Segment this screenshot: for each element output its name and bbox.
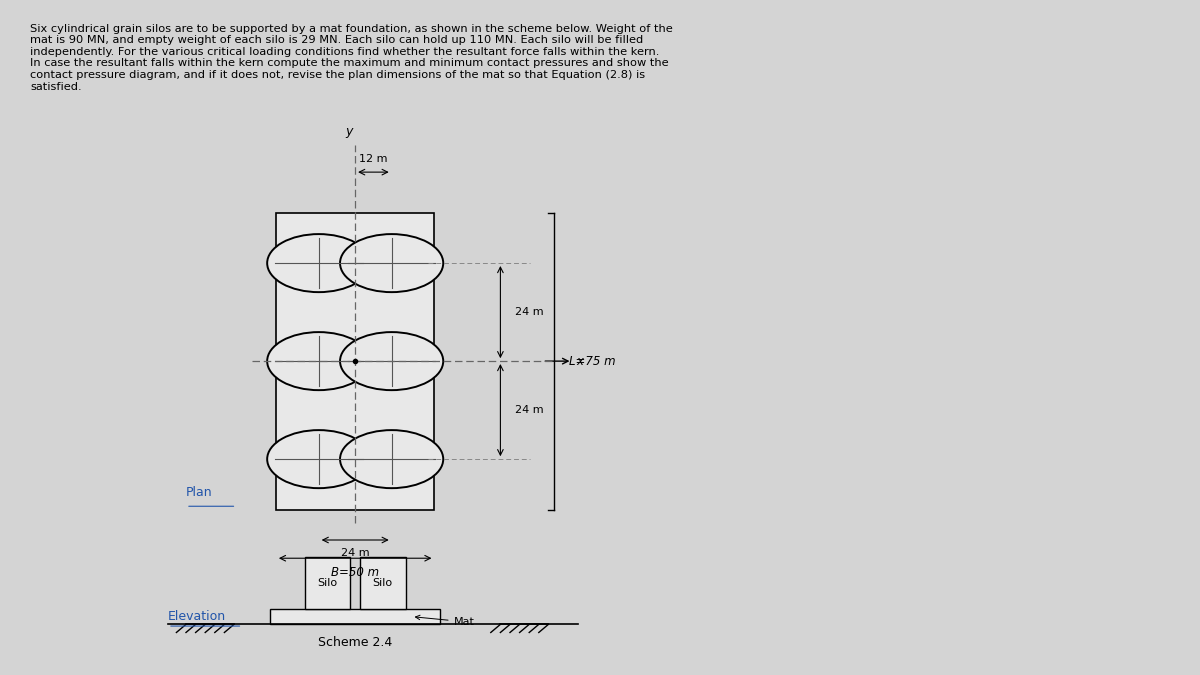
Text: 24 m: 24 m bbox=[341, 548, 370, 558]
Bar bbox=[360, 557, 406, 609]
Circle shape bbox=[340, 430, 443, 488]
Circle shape bbox=[268, 430, 371, 488]
Text: Mat: Mat bbox=[415, 615, 474, 626]
Text: B=50 m: B=50 m bbox=[331, 566, 379, 579]
Text: Silo: Silo bbox=[373, 578, 392, 588]
Text: Plan: Plan bbox=[186, 486, 212, 499]
Bar bbox=[276, 213, 434, 510]
Circle shape bbox=[268, 234, 371, 292]
Circle shape bbox=[340, 332, 443, 390]
Text: 12 m: 12 m bbox=[359, 154, 388, 164]
Text: Six cylindrical grain silos are to be supported by a mat foundation, as shown in: Six cylindrical grain silos are to be su… bbox=[30, 24, 673, 92]
Circle shape bbox=[268, 332, 371, 390]
Circle shape bbox=[340, 234, 443, 292]
Text: y: y bbox=[346, 125, 353, 138]
Text: L=75 m: L=75 m bbox=[569, 354, 616, 368]
Text: Scheme 2.4: Scheme 2.4 bbox=[318, 637, 392, 649]
Text: x: x bbox=[576, 354, 583, 368]
Text: 24 m: 24 m bbox=[515, 405, 544, 415]
Text: 24 m: 24 m bbox=[515, 307, 544, 317]
Text: Elevation: Elevation bbox=[168, 610, 226, 623]
Text: Silo: Silo bbox=[318, 578, 337, 588]
Bar bbox=[305, 557, 350, 609]
Bar bbox=[270, 609, 440, 624]
